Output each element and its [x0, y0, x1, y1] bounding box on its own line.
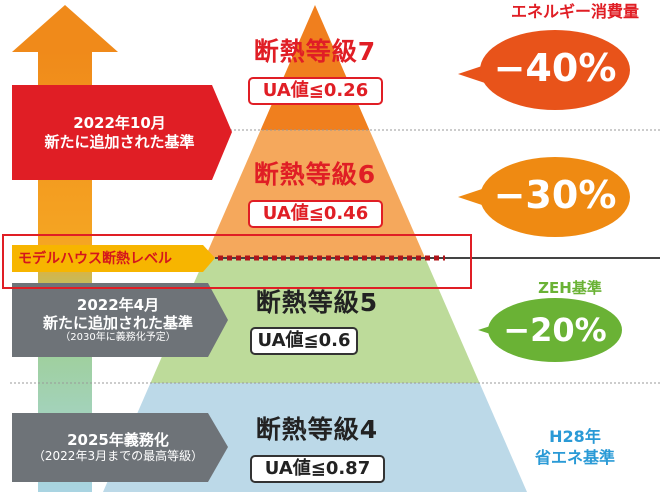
grade-5-title: 断熱等級5 [255, 288, 379, 317]
grade-6-ua: UA値≦0.46 [248, 200, 383, 228]
grade-5-ua: UA値≦0.6 [250, 327, 358, 355]
tag-model-house: モデルハウス断熱レベル [18, 251, 172, 267]
grade-4-ua: UA値≦0.87 [250, 455, 385, 483]
zeh-standard-label: ZEH基準 [538, 279, 602, 297]
tag-apr2022-date: 2022年4月 [76, 296, 160, 314]
grade-4-title: 断熱等級4 [255, 415, 379, 444]
tag-2025-note: （2022年3月までの最高等級） [32, 449, 204, 464]
tag-apr2022-desc: 新たに追加された基準 [42, 314, 193, 332]
h28-year: H28年 [549, 427, 601, 446]
reduction-40: −40% [493, 46, 617, 90]
tag-2025-title: 2025年義務化 [67, 430, 169, 449]
tag-apr2022: 2022年4月 新たに追加された基準 （2030年に義務化予定） [12, 283, 224, 357]
grade-6-title: 断熱等級6 [253, 160, 377, 189]
model-house-highlight [2, 234, 472, 289]
tag-2025: 2025年義務化 （2022年3月までの最高等級） [12, 413, 224, 482]
grade-7-ua: UA値≦0.26 [248, 77, 383, 105]
tag-oct2022: 2022年10月 新たに追加された基準 [12, 85, 227, 180]
tag-model-house-shape [12, 245, 215, 272]
tag-oct2022-shape [12, 85, 232, 180]
reduction-20: −20% [503, 311, 607, 349]
tag-2025-shape [12, 413, 228, 482]
tag-apr2022-shape [12, 283, 228, 357]
reduction-30: −30% [493, 173, 617, 217]
bubble-30 [458, 157, 630, 237]
grade-7-title: 断熱等級7 [253, 37, 377, 66]
bubble-40 [458, 30, 630, 110]
tag-apr2022-note: （2030年に義務化予定） [60, 332, 176, 343]
energy-consumption-label: エネルギー消費量 [510, 2, 639, 21]
h28-standard-label: H28年 省エネ基準 [505, 427, 645, 469]
h28-name: 省エネ基準 [534, 447, 615, 467]
bubble-20 [478, 298, 622, 362]
tag-oct2022-desc: 新たに追加された基準 [44, 132, 195, 151]
tag-oct2022-date: 2022年10月 [73, 113, 166, 132]
